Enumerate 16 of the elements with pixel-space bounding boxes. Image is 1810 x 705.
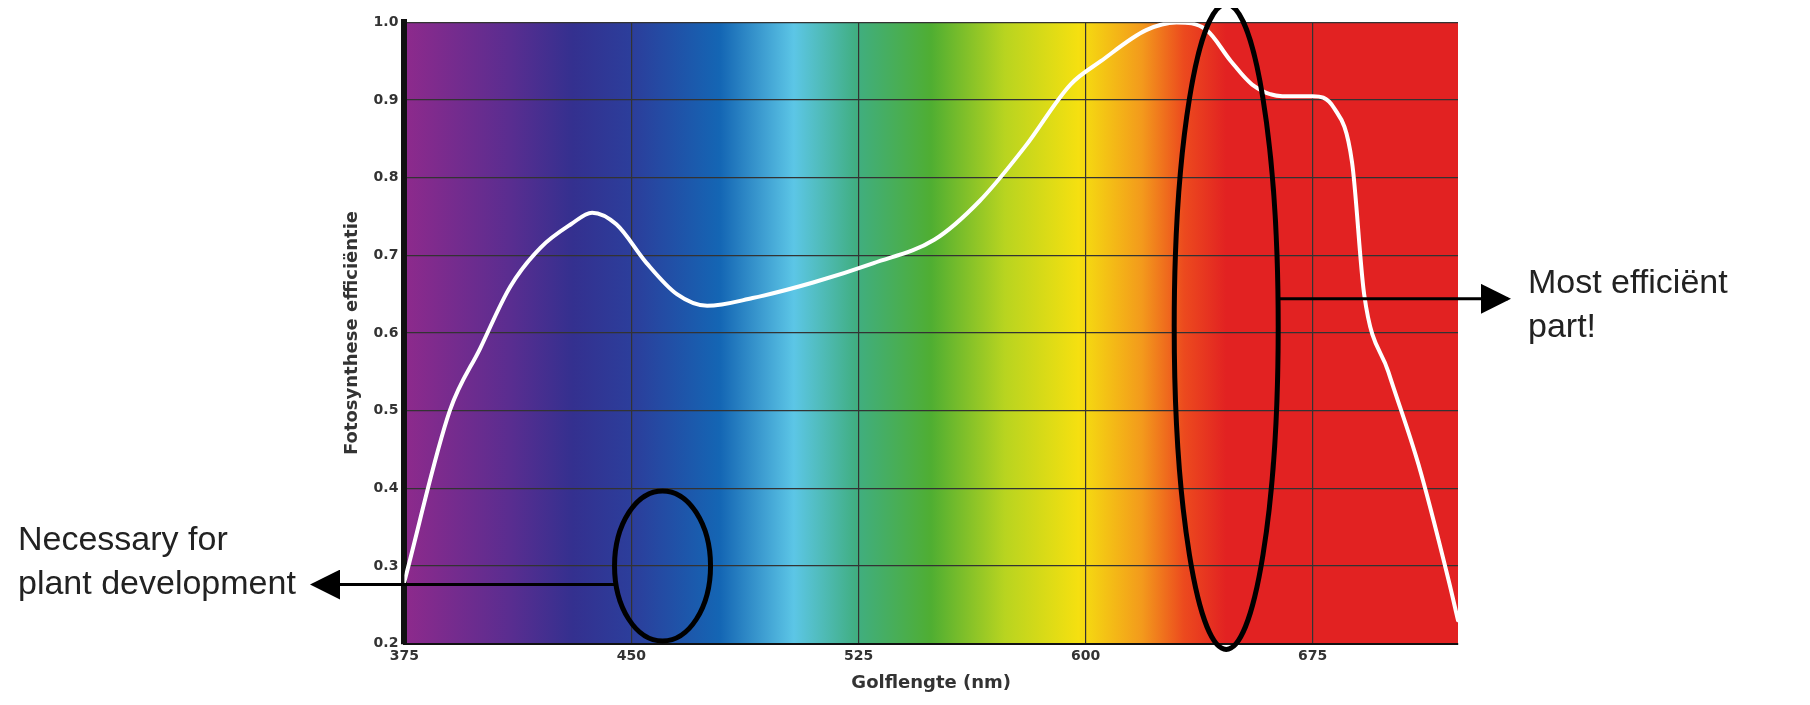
x-tick-label: 525 [843, 646, 874, 663]
x-tick-label: 600 [1070, 646, 1101, 663]
y-tick-label: 0.8 [373, 168, 399, 185]
x-tick-label: 675 [1298, 646, 1328, 663]
y-tick-label: 1.0 [373, 13, 399, 30]
y-tick-label: 0.3 [373, 556, 399, 573]
text: Necessary for plant development [18, 517, 297, 603]
y-tick-label: 0.7 [373, 245, 399, 262]
y-tick-label: 0.9 [373, 90, 399, 107]
y-tick-label: 0.4 [373, 478, 399, 495]
x-tick-label: 450 [616, 646, 647, 663]
x-axis-title: Golflengte (nm) [851, 670, 1012, 692]
y-axis-title: Fotosynthese efficiëntie [340, 210, 362, 456]
text: Most efficiënt part! [1528, 260, 1729, 346]
y-tick-label: 0.6 [373, 323, 399, 340]
y-tick-label: 0.5 [373, 401, 399, 418]
